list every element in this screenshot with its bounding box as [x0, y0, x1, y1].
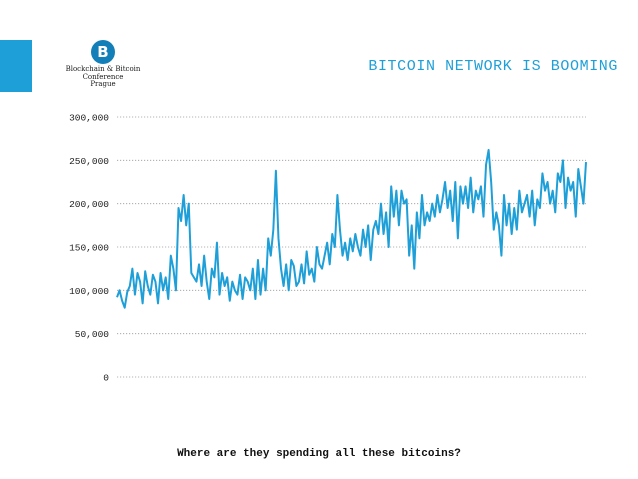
logo-line-2: Conference — [82, 72, 124, 81]
y-tick-label: 150,000 — [69, 243, 109, 254]
y-tick-label: 300,000 — [69, 113, 109, 124]
logo-line-3: Prague — [90, 80, 116, 88]
slide-title: BITCOIN NETWORK IS BOOMING — [368, 58, 618, 75]
y-tick-label: 100,000 — [69, 286, 109, 297]
series-line — [116, 148, 587, 309]
accent-bar — [0, 40, 32, 92]
y-tick-label: 50,000 — [75, 329, 110, 340]
slide-caption: Where are they spending all these bitcoi… — [177, 448, 461, 460]
y-tick-label: 0 — [103, 373, 109, 384]
conference-logo: B Blockchain & Bitcoin Conference Prague — [33, 38, 173, 94]
logo-text: Blockchain & Bitcoin Conference Prague — [33, 65, 173, 89]
bitcoin-logo-icon: B — [91, 40, 115, 64]
y-tick-label: 250,000 — [69, 156, 109, 167]
y-tick-label: 200,000 — [69, 199, 109, 210]
logo-line-1: Blockchain & Bitcoin — [65, 65, 141, 73]
